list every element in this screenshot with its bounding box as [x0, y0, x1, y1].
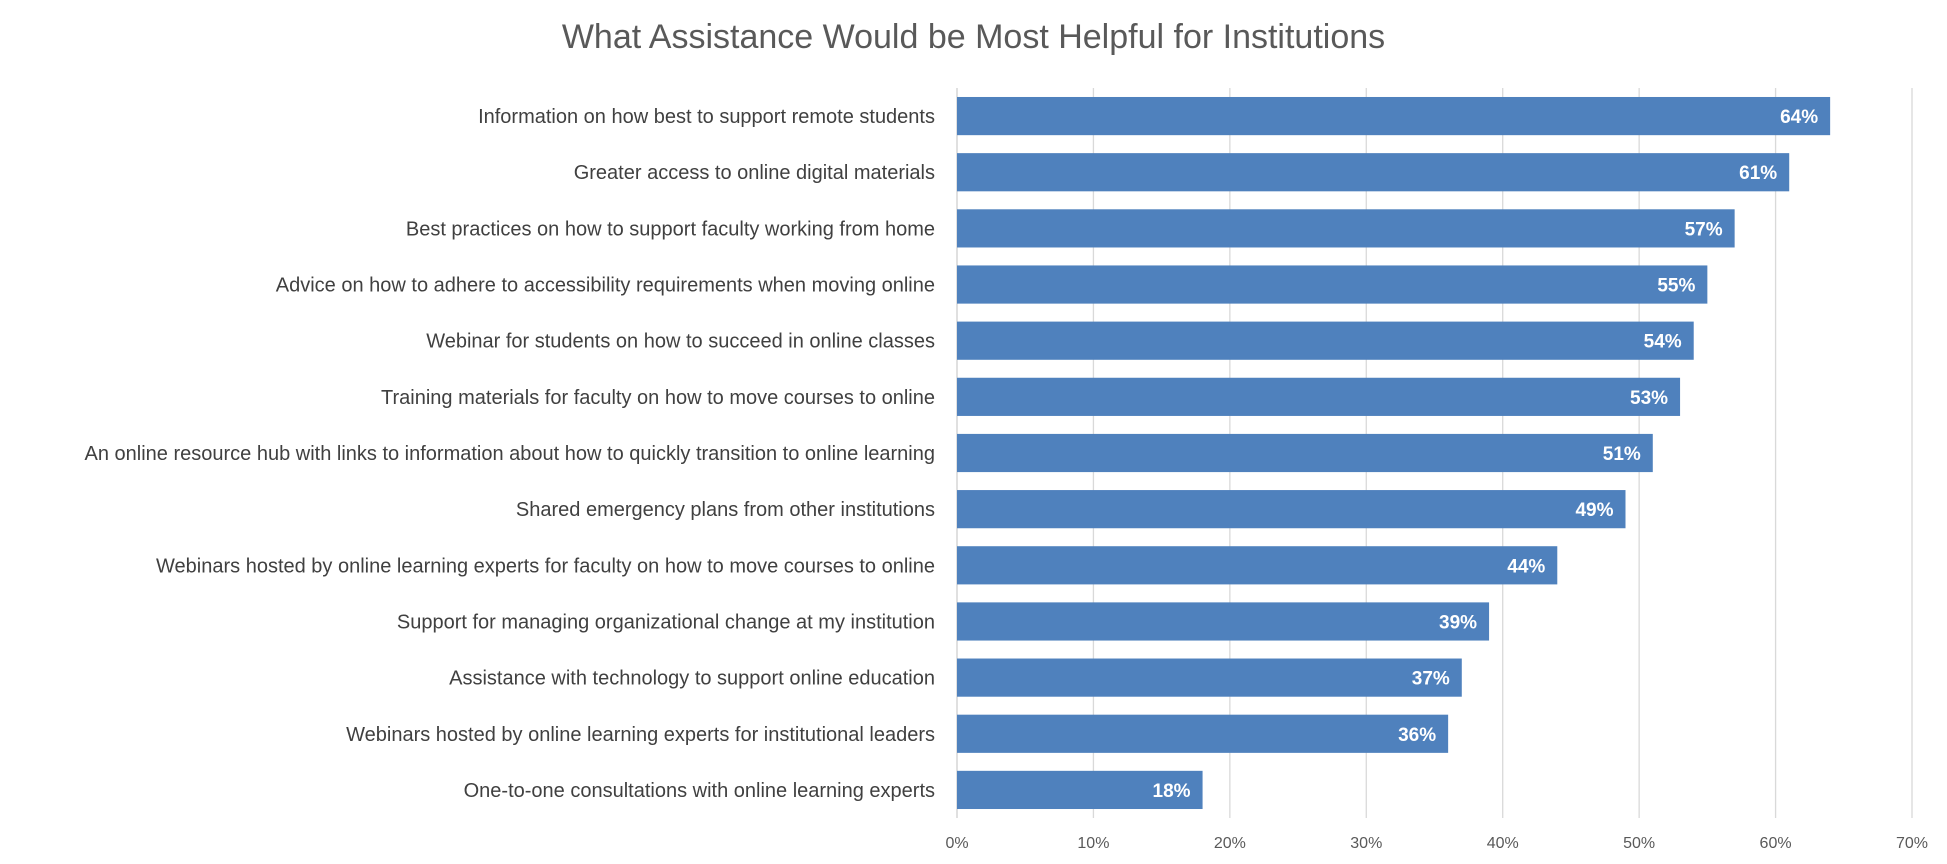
- data-label: 49%: [1575, 500, 1613, 521]
- bar: [957, 321, 1694, 360]
- category-label: Webinars hosted by online learning exper…: [346, 724, 935, 746]
- x-tick-label: 50%: [1623, 835, 1655, 852]
- bar: [957, 490, 1626, 529]
- data-label: 64%: [1780, 107, 1818, 128]
- category-label: Webinar for students on how to succeed i…: [426, 331, 935, 353]
- bar: [957, 153, 1790, 192]
- bar: [957, 602, 1490, 641]
- category-label: Best practices on how to support faculty…: [406, 218, 935, 240]
- category-label: One-to-one consultations with online lea…: [464, 780, 935, 802]
- category-label: An online resource hub with links to inf…: [85, 443, 936, 465]
- category-label: Assistance with technology to support on…: [449, 668, 935, 690]
- data-label: 61%: [1739, 163, 1777, 184]
- category-labels: Information on how best to support remot…: [85, 106, 936, 802]
- x-tick-label: 60%: [1760, 835, 1792, 852]
- data-label: 54%: [1644, 332, 1682, 353]
- bar: [957, 433, 1653, 473]
- x-tick-label: 70%: [1896, 835, 1928, 852]
- x-tick-labels: 0% 10% 20% 30% 40% 50% 60% 70%: [945, 835, 1928, 852]
- x-tick-label: 40%: [1487, 835, 1519, 852]
- x-tick-label: 30%: [1350, 835, 1382, 852]
- bars: [957, 96, 1831, 810]
- data-label: 57%: [1685, 219, 1723, 240]
- category-label: Training materials for faculty on how to…: [381, 387, 935, 409]
- data-label: 55%: [1657, 276, 1695, 297]
- data-label: 18%: [1153, 781, 1191, 802]
- data-label: 51%: [1603, 444, 1641, 465]
- chart-title: What Assistance Would be Most Helpful fo…: [561, 18, 1386, 56]
- x-tick-label: 20%: [1214, 835, 1246, 852]
- bar: [957, 96, 1831, 136]
- category-label: Greater access to online digital materia…: [574, 162, 935, 184]
- category-label: Webinars hosted by online learning exper…: [156, 555, 935, 577]
- bar: [957, 714, 1449, 753]
- data-labels: 64% 61% 57% 55% 54% 53% 51% 49% 44% 39% 37% 36% 18%: [1153, 107, 1819, 802]
- data-label: 36%: [1398, 725, 1436, 746]
- x-tick-label: 10%: [1077, 835, 1109, 852]
- data-label: 53%: [1630, 388, 1668, 409]
- category-label: Support for managing organizational chan…: [397, 611, 935, 633]
- bar: [957, 265, 1708, 304]
- category-label: Shared emergency plans from other instit…: [516, 499, 935, 521]
- category-label: Advice on how to adhere to accessibility…: [276, 275, 935, 297]
- data-label: 44%: [1507, 556, 1545, 577]
- bar: [957, 770, 1203, 810]
- bar: [957, 377, 1681, 416]
- bar: [957, 658, 1462, 697]
- x-tick-label: 0%: [945, 835, 968, 852]
- data-label: 39%: [1439, 612, 1477, 633]
- data-label: 37%: [1412, 669, 1450, 690]
- bar: [957, 209, 1735, 248]
- category-label: Information on how best to support remot…: [478, 106, 935, 128]
- bar: [957, 546, 1558, 585]
